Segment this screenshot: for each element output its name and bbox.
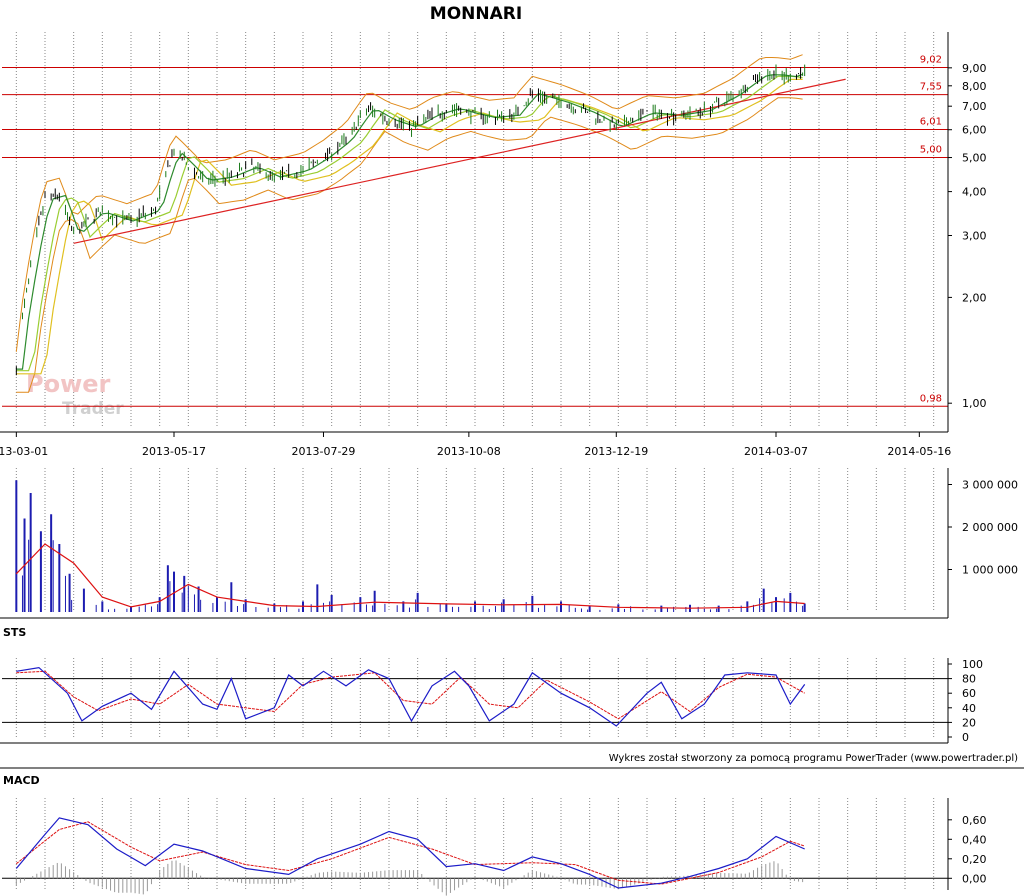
macd-signal-line	[15, 821, 805, 885]
level-label: 0,98	[920, 393, 942, 404]
level-label: 9,02	[920, 54, 942, 65]
sts-panel-label: STS	[3, 626, 26, 639]
credit-text: Wykres został stworzony za pomocą progra…	[609, 753, 1018, 764]
sts-tick-label: 60	[962, 687, 976, 700]
macd-tick-label: 0,00	[962, 872, 987, 885]
watermark-power: Power	[26, 370, 111, 398]
price-tick-label: 5,00	[962, 152, 987, 165]
date-tick-label: 2013-12-19	[584, 445, 648, 458]
price-tick-label: 2,00	[962, 291, 987, 304]
ma-slow-line	[16, 78, 803, 375]
sts-tick-label: 20	[962, 716, 976, 729]
chart-title: MONNARI	[430, 4, 522, 24]
sts-main-line	[16, 666, 806, 727]
price-tick-label: 4,00	[962, 186, 987, 199]
volume-tick-label: 2 000 000	[962, 521, 1018, 534]
date-tick-label: 2013-05-17	[142, 445, 206, 458]
date-tick-label: 2013-07-29	[292, 445, 356, 458]
macd-panel-label: MACD	[3, 774, 40, 787]
volume-tick-label: 3 000 000	[962, 479, 1018, 492]
macd-tick-label: 0,20	[962, 853, 987, 866]
price-tick-label: 7,00	[962, 100, 987, 113]
price-tick-label: 1,00	[962, 397, 987, 410]
macd-tick-label: 0,60	[962, 814, 987, 827]
date-tick-label: 2013-10-08	[437, 445, 501, 458]
price-tick-label: 8,00	[962, 80, 987, 93]
sts-tick-label: 100	[962, 658, 983, 671]
level-label: 6,01	[920, 116, 942, 127]
sts-tick-label: 40	[962, 702, 976, 715]
date-tick-label: 2014-05-16	[887, 445, 951, 458]
level-label: 7,55	[920, 82, 942, 93]
volume-tick-label: 1 000 000	[962, 564, 1018, 577]
volume-average-line	[15, 543, 805, 609]
level-label: 5,00	[920, 145, 942, 156]
price-tick-label: 3,00	[962, 230, 987, 243]
price-tick-label: 9,00	[962, 62, 987, 75]
macd-main-line	[15, 817, 805, 889]
macd-tick-label: 0,40	[962, 833, 987, 846]
powertrader-watermark: Power Trader	[26, 370, 124, 419]
bollinger-upper-line	[15, 54, 803, 352]
date-tick-label: 2014-03-07	[744, 445, 808, 458]
price-tick-label: 6,00	[962, 124, 987, 137]
date-tick-label: 2013-03-01	[0, 445, 48, 458]
sts-signal-line	[16, 670, 805, 720]
bollinger-lower-line	[16, 97, 803, 393]
sts-tick-label: 0	[962, 731, 969, 744]
sts-tick-label: 80	[962, 673, 976, 686]
support-trendline	[73, 78, 846, 244]
watermark-trader: Trader	[62, 399, 124, 419]
